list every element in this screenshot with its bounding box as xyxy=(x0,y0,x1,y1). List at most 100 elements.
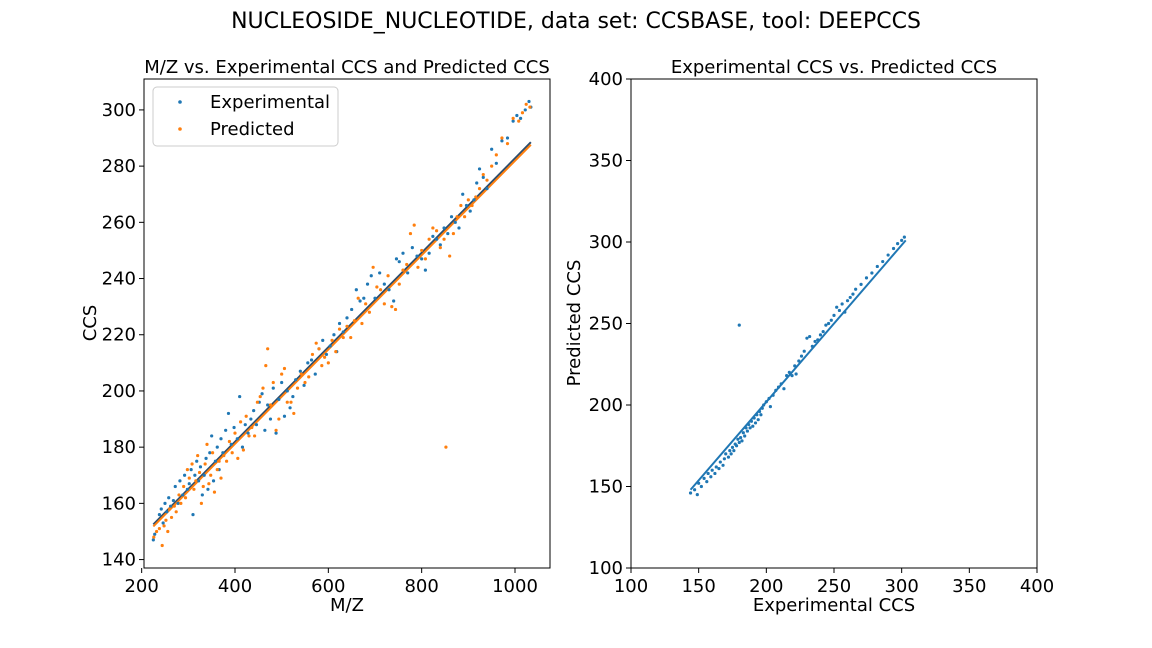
left-point-s1-70 xyxy=(334,350,338,354)
left-point-s1-71 xyxy=(337,327,342,331)
left-y-tick-label-6: 260 xyxy=(102,212,136,233)
left-point-s0-111 xyxy=(490,147,494,151)
left-point-s0-78 xyxy=(362,296,366,300)
right-point-s0-32 xyxy=(745,429,749,433)
left-point-s1-89 xyxy=(405,262,409,267)
left-point-s1-113 xyxy=(494,153,498,157)
right-point-s0-48 xyxy=(771,393,775,397)
left-point-s0-25 xyxy=(204,456,208,460)
right-y-ticks: 100 150 200 250 300 350 400 xyxy=(589,69,631,579)
left-point-s0-93 xyxy=(423,268,427,272)
left-point-s0-33 xyxy=(219,437,223,441)
left-point-s1-77 xyxy=(360,321,364,326)
left-point-s1-63 xyxy=(310,352,315,357)
left-point-s1-42 xyxy=(247,434,251,438)
left-point-s1-86 xyxy=(393,307,398,312)
right-point-s0-13 xyxy=(718,460,722,464)
left-point-s0-6 xyxy=(165,510,169,514)
right-point-s0-70 xyxy=(829,318,833,322)
left-y-tick-label-7: 280 xyxy=(102,156,136,177)
left-point-s1-80 xyxy=(371,265,375,269)
left-point-s1-104 xyxy=(459,203,463,208)
right-point-s0-0 xyxy=(688,491,693,495)
left-point-s1-28 xyxy=(211,451,215,455)
right-point-s0-66 xyxy=(818,333,823,337)
right-point-s0-88 xyxy=(900,238,904,242)
right-point-s0-51 xyxy=(779,382,783,386)
right-point-s0-16 xyxy=(724,452,728,456)
right-point-s0-41 xyxy=(757,409,762,414)
left-point-s1-44 xyxy=(253,434,257,438)
left-point-s1-83 xyxy=(382,302,386,306)
figure-suptitle: NUCLEOSIDE_NUCLEOTIDE, data set: CCSBASE… xyxy=(231,9,921,34)
left-point-s1-108 xyxy=(474,195,478,199)
left-point-s0-53 xyxy=(274,431,278,435)
left-y-tick-label-3: 200 xyxy=(102,381,136,402)
left-point-s0-101 xyxy=(453,220,457,224)
right-point-s0-63 xyxy=(810,344,814,348)
right-point-s0-73 xyxy=(837,308,842,313)
left-point-s1-58 xyxy=(292,411,296,416)
left-point-s0-13 xyxy=(181,493,185,497)
left-point-s1-4 xyxy=(162,524,166,528)
right-y-axis-label: Predicted CCS xyxy=(564,260,585,387)
left-point-s0-76 xyxy=(354,288,358,292)
left-point-s1-9 xyxy=(172,504,176,508)
left-point-s0-67 xyxy=(321,338,325,342)
left-point-s0-9 xyxy=(171,498,175,503)
right-point-s0-46 xyxy=(767,396,771,401)
left-point-s0-56 xyxy=(282,414,287,418)
right-point-s0-71 xyxy=(832,313,836,317)
left-point-s0-43 xyxy=(246,431,250,435)
left-point-s1-14 xyxy=(183,496,188,500)
left-point-s1-51 xyxy=(271,380,275,385)
right-point-s0-30 xyxy=(743,434,747,438)
left-point-s0-119 xyxy=(527,99,531,104)
left-point-s1-103 xyxy=(455,215,459,219)
left-x-tick-label-1: 400 xyxy=(218,576,252,597)
legend-marker-predicted xyxy=(178,127,182,131)
left-point-s0-103 xyxy=(461,192,465,196)
right-point-s0-35 xyxy=(749,419,754,423)
right-point-s0-62 xyxy=(808,334,812,339)
left-x-axis-label: M/Z xyxy=(330,595,364,616)
right-point-s0-89 xyxy=(902,235,906,239)
left-point-s1-99 xyxy=(442,237,446,241)
left-point-s1-111 xyxy=(485,178,489,182)
left-point-s0-102 xyxy=(457,226,461,230)
left-point-s1-116 xyxy=(511,116,515,120)
left-point-s0-98 xyxy=(442,226,446,230)
left-point-s1-39 xyxy=(239,420,243,424)
left-point-s0-0 xyxy=(151,538,155,542)
left-point-s1-102 xyxy=(451,231,455,236)
legend-box xyxy=(152,86,339,147)
left-point-s1-62 xyxy=(307,375,311,379)
left-point-s0-79 xyxy=(365,282,370,286)
left-point-s1-19 xyxy=(194,479,198,483)
left-point-s1-16 xyxy=(187,476,191,480)
right-point-s0-78 xyxy=(851,292,855,296)
left-point-s0-84 xyxy=(387,288,391,292)
left-point-s0-28 xyxy=(210,434,214,438)
left-fit-line-1 xyxy=(152,144,532,528)
left-point-s0-5 xyxy=(163,501,167,505)
left-point-s1-31 xyxy=(217,459,221,463)
left-point-s0-64 xyxy=(309,358,314,362)
right-point-s0-20 xyxy=(730,445,735,449)
right-point-s0-23 xyxy=(734,444,739,448)
right-point-s0-3 xyxy=(697,481,701,485)
left-point-s1-81 xyxy=(375,285,379,289)
left-point-s1-52 xyxy=(274,428,278,432)
left-point-s1-107 xyxy=(470,203,474,208)
left-point-s0-90 xyxy=(410,246,414,250)
left-point-s0-63 xyxy=(306,361,310,365)
left-point-s0-1 xyxy=(153,532,157,536)
left-point-s1-66 xyxy=(320,364,324,368)
left-point-s1-90 xyxy=(408,231,413,236)
left-point-s0-95 xyxy=(431,234,435,238)
right-point-s0-6 xyxy=(705,480,709,484)
left-point-s1-84 xyxy=(386,274,390,278)
right-point-s0-36 xyxy=(751,424,755,428)
right-point-s0-1 xyxy=(693,488,697,492)
left-point-s1-37 xyxy=(233,431,237,435)
